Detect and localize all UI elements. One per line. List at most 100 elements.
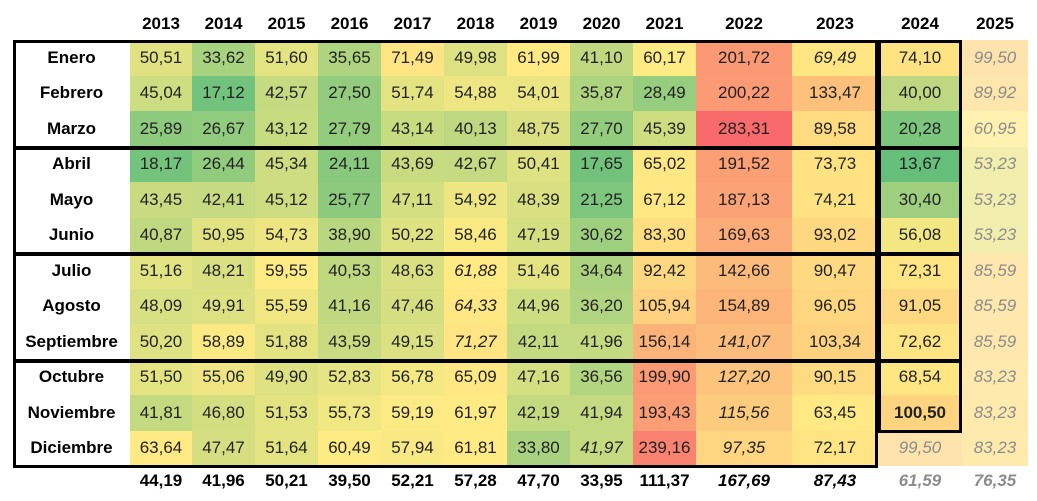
data-cell: 51,88: [255, 324, 318, 360]
data-cell: 83,30: [633, 217, 696, 253]
data-cell: 53,23: [962, 182, 1028, 218]
data-cell: 92,42: [633, 253, 696, 289]
year-header: 2013: [142, 14, 180, 33]
data-cell: 61,81: [444, 430, 507, 466]
data-cell: 72,62: [878, 324, 962, 360]
data-cell: 199,90: [633, 359, 696, 395]
data-cell: 34,64: [570, 253, 633, 289]
data-cell: 69,49: [792, 40, 878, 76]
year-header: 2022: [725, 14, 763, 33]
total-cell: 50,21: [265, 471, 308, 490]
data-cell: 43,14: [381, 111, 444, 147]
data-cell: 55,73: [318, 395, 381, 431]
data-cell: 85,59: [962, 288, 1028, 324]
data-cell: 35,87: [570, 75, 633, 111]
data-cell: 33,62: [192, 40, 255, 76]
year-header: 2024: [901, 14, 939, 33]
data-cell: 52,83: [318, 359, 381, 395]
data-cell: 58,46: [444, 217, 507, 253]
data-cell: 43,45: [130, 182, 192, 218]
data-cell: 54,88: [444, 75, 507, 111]
data-cell: 59,19: [381, 395, 444, 431]
data-cell: 47,46: [381, 288, 444, 324]
data-cell: 24,11: [318, 146, 381, 182]
year-header: 2015: [267, 14, 306, 33]
data-cell: 45,34: [255, 146, 318, 182]
total-cell: 44,19: [139, 471, 183, 490]
data-cell: 65,02: [633, 146, 696, 182]
data-cell: 83,23: [962, 359, 1028, 395]
data-cell: 85,59: [962, 253, 1028, 289]
data-cell: 40,87: [130, 217, 192, 253]
data-cell: 89,92: [962, 75, 1028, 111]
data-cell: 53,23: [962, 146, 1028, 182]
data-cell: 41,94: [570, 395, 633, 431]
data-cell: 103,34: [792, 324, 878, 360]
data-cell: 60,49: [318, 430, 381, 466]
data-cell: 85,59: [962, 324, 1028, 360]
data-cell: 91,05: [878, 288, 962, 324]
data-cell: 51,16: [130, 253, 192, 289]
data-cell: 47,11: [381, 182, 444, 218]
data-cell: 25,77: [318, 182, 381, 218]
data-cell: 239,16: [633, 430, 696, 466]
data-cell: 45,39: [633, 111, 696, 147]
data-cell: 71,49: [381, 40, 444, 76]
data-cell: 13,67: [878, 146, 962, 182]
data-cell: 54,73: [255, 217, 318, 253]
total-cell: 41,96: [202, 471, 245, 490]
data-cell: 47,19: [507, 217, 570, 253]
data-cell: 17,12: [192, 75, 255, 111]
data-cell: 50,51: [130, 40, 192, 76]
data-cell: 169,63: [696, 217, 792, 253]
year-header: 2020: [582, 14, 621, 33]
data-cell: 59,55: [255, 253, 318, 289]
data-cell: 57,94: [381, 430, 444, 466]
year-header: 2017: [393, 14, 432, 33]
data-cell: 50,22: [381, 217, 444, 253]
data-cell: 283,31: [696, 111, 792, 147]
data-cell: 90,15: [792, 359, 878, 395]
total-cell: 47,70: [517, 471, 560, 490]
total-cell: 87,43: [813, 471, 857, 490]
data-cell: 64,33: [444, 288, 507, 324]
data-cell: 51,64: [255, 430, 318, 466]
data-cell: 46,80: [192, 395, 255, 431]
data-cell: 60,95: [962, 111, 1028, 147]
data-cell: 40,13: [444, 111, 507, 147]
data-cell: 63,64: [130, 430, 192, 466]
data-cell: 56,78: [381, 359, 444, 395]
data-cell: 51,46: [507, 253, 570, 289]
data-cell: 51,74: [381, 75, 444, 111]
total-cell: 111,37: [639, 471, 690, 490]
data-cell: 99,50: [962, 40, 1028, 76]
data-cell: 83,23: [962, 430, 1028, 466]
data-cell: 68,54: [878, 359, 962, 395]
data-cell: 30,62: [570, 217, 633, 253]
data-cell: 99,50: [878, 430, 962, 466]
data-cell: 21,25: [570, 182, 633, 218]
month-label: Octubre: [38, 367, 105, 387]
data-cell: 51,60: [255, 40, 318, 76]
data-cell: 74,21: [792, 182, 878, 218]
data-cell: 50,95: [192, 217, 255, 253]
data-cell: 50,20: [130, 324, 192, 360]
data-cell: 71,27: [444, 324, 507, 360]
data-cell: 105,94: [633, 288, 696, 324]
data-cell: 63,45: [792, 395, 878, 431]
data-cell: 36,56: [570, 359, 633, 395]
data-cell: 45,12: [255, 182, 318, 218]
data-cell: 72,17: [792, 430, 878, 466]
data-cell: 72,31: [878, 253, 962, 289]
data-cell: 201,72: [696, 40, 792, 76]
data-cell: 49,98: [444, 40, 507, 76]
month-label: Abril: [52, 154, 91, 174]
year-header: 2018: [456, 14, 495, 33]
data-cell: 27,70: [570, 111, 633, 147]
data-cell: 43,69: [381, 146, 444, 182]
data-cell: 50,41: [507, 146, 570, 182]
year-header: 2014: [204, 14, 243, 33]
data-cell: 97,35: [696, 430, 792, 466]
total-cell: 57,28: [454, 471, 497, 490]
